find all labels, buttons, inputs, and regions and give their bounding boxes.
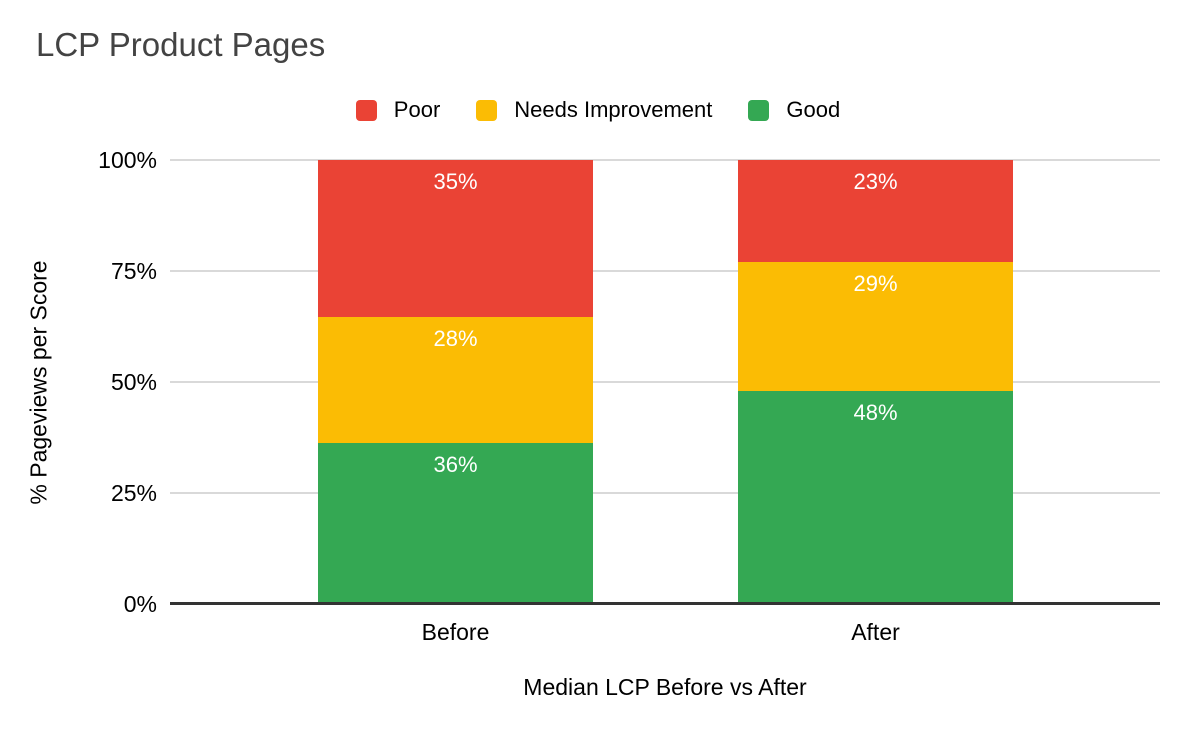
category-label: After xyxy=(851,619,900,645)
bar-segment-label: 28% xyxy=(433,325,478,351)
x-axis-title: Median LCP Before vs After xyxy=(523,674,807,700)
y-axis: 0% 25% 50% 75% 100% xyxy=(0,147,157,617)
bar-segment-label: 35% xyxy=(433,169,478,194)
y-tick-label: 100% xyxy=(98,147,157,173)
gridline xyxy=(170,159,1160,161)
category-label: Before xyxy=(421,619,490,645)
legend-swatch xyxy=(476,99,498,121)
bar-segment-label: 36% xyxy=(433,451,478,477)
bar-segment-label: 29% xyxy=(853,271,898,297)
legend-label: Good xyxy=(786,97,841,122)
bar-segment-label: 48% xyxy=(853,399,898,425)
bar: 23% 29% 48% xyxy=(738,160,1013,605)
bar-segment: 23% xyxy=(738,160,1013,263)
legend-swatch xyxy=(355,99,377,121)
legend-label: Needs Improvement xyxy=(514,97,713,122)
chart-title: LCP Product Pages xyxy=(36,26,326,63)
y-tick-label: 50% xyxy=(110,369,157,395)
gridline xyxy=(170,381,1160,383)
bar-segment-label: 23% xyxy=(853,169,898,194)
y-tick-label: 25% xyxy=(110,480,157,506)
bar-segment: 36% xyxy=(318,442,593,604)
legend-swatch xyxy=(748,99,770,121)
bar-segment: 35% xyxy=(318,160,593,317)
bar-segment: 28% xyxy=(318,316,593,443)
bar-segment: 29% xyxy=(738,262,1013,391)
x-axis-line xyxy=(170,602,1160,605)
y-tick-label: 0% xyxy=(123,591,157,617)
legend-item: Good xyxy=(748,97,840,123)
legend-item: Needs Improvement xyxy=(476,97,712,123)
gridline xyxy=(170,492,1160,494)
gridline xyxy=(170,270,1160,272)
bar: 35% 28% 36% xyxy=(318,160,593,604)
legend-label: Poor xyxy=(393,97,441,122)
y-tick-label: 75% xyxy=(110,258,157,284)
legend: Poor Needs Improvement Good xyxy=(0,97,1196,123)
legend-item: Poor xyxy=(355,97,441,123)
plot-area: 35% 28% 36% Before 23% 29% 48% After xyxy=(170,159,1160,645)
bar-segment: 48% xyxy=(738,390,1013,605)
